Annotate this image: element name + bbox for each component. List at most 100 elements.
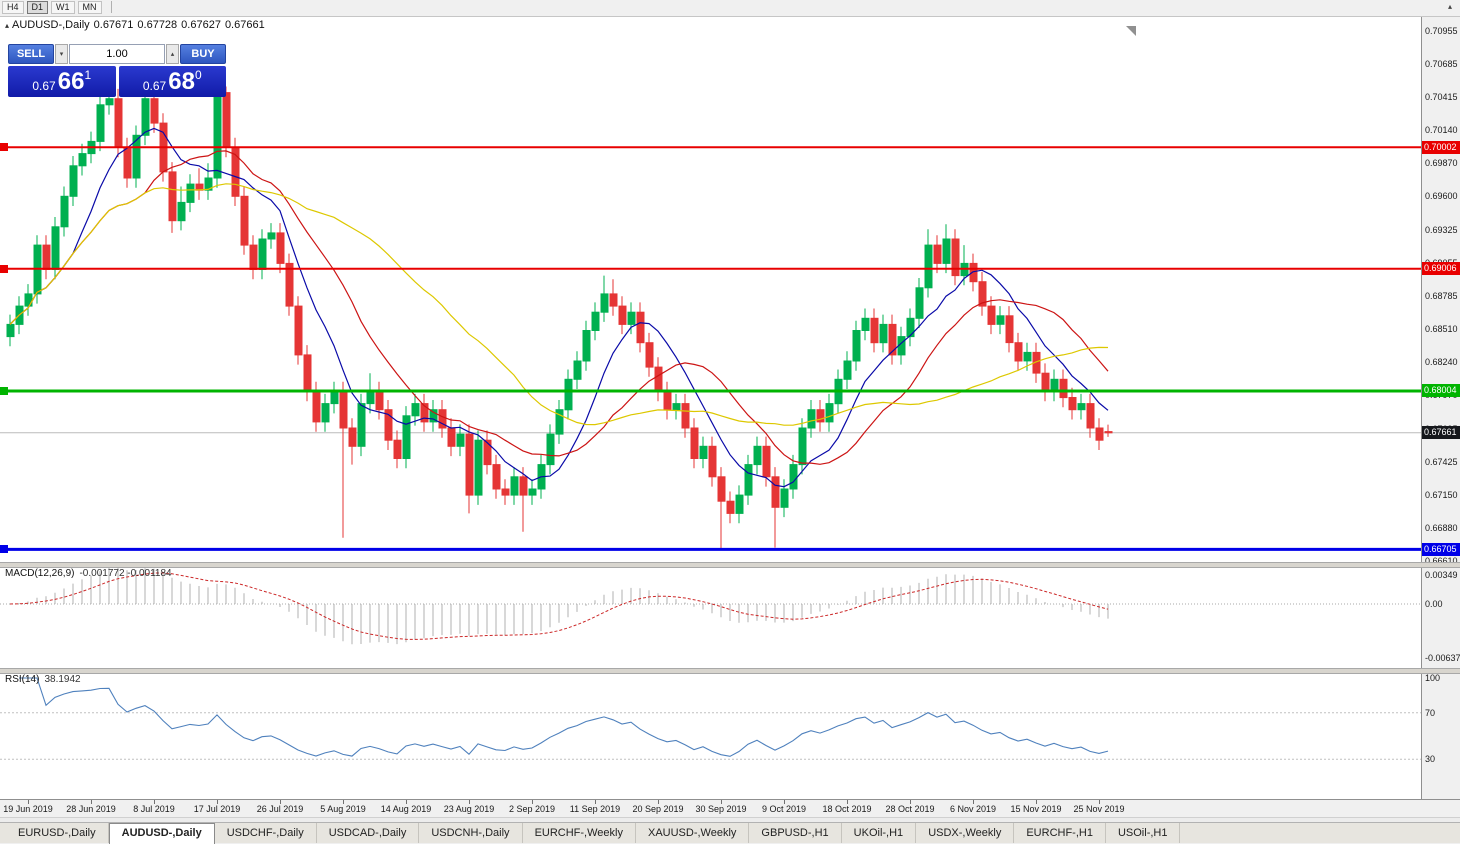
candle[interactable] (402, 406, 411, 469)
candle[interactable] (996, 306, 1005, 335)
candle[interactable] (411, 393, 420, 426)
candle[interactable] (564, 369, 573, 420)
candle[interactable] (501, 479, 510, 505)
candle[interactable] (438, 400, 447, 438)
hline-left-tag[interactable] (0, 387, 8, 395)
candle[interactable] (168, 162, 177, 233)
chart-tab-gbpusd-h1[interactable]: GBPUSD-,H1 (749, 823, 842, 843)
horizontal-scrollbar[interactable] (0, 817, 1460, 822)
candle[interactable] (456, 424, 465, 457)
candle[interactable] (699, 436, 708, 469)
candle[interactable] (366, 373, 375, 414)
candle[interactable] (960, 245, 969, 286)
candle[interactable] (1095, 418, 1104, 450)
candle[interactable] (96, 95, 105, 152)
chart-tab-eurusd-daily[interactable]: EURUSD-,Daily (6, 823, 109, 843)
candle[interactable] (717, 467, 726, 550)
candle[interactable] (807, 400, 816, 438)
buy-price-button[interactable]: 0.67 68 0 (118, 66, 226, 97)
candle[interactable] (672, 393, 681, 420)
candle[interactable] (132, 125, 141, 188)
candle[interactable] (1104, 424, 1113, 437)
candle[interactable] (42, 235, 51, 280)
volume-input[interactable]: 1.00 (69, 44, 165, 64)
candle[interactable] (753, 436, 762, 475)
candle[interactable] (69, 156, 78, 206)
chart-tab-usdchf-daily[interactable]: USDCHF-,Daily (215, 823, 317, 843)
candle[interactable] (312, 381, 321, 432)
panel-splitter[interactable] (0, 668, 1460, 674)
candle[interactable] (1050, 369, 1059, 402)
candle[interactable] (303, 345, 312, 402)
autoscroll-marker-icon[interactable] (1126, 26, 1136, 36)
volume-decrease-button[interactable]: ▾ (55, 44, 68, 64)
candle[interactable] (1041, 363, 1050, 402)
candle[interactable] (321, 393, 330, 432)
candle[interactable] (51, 217, 60, 280)
hline-left-tag[interactable] (0, 265, 8, 273)
candle[interactable] (582, 320, 591, 371)
candle[interactable] (510, 467, 519, 505)
candle[interactable] (915, 278, 924, 328)
candle[interactable] (213, 92, 222, 188)
macd-canvas[interactable] (0, 566, 1421, 668)
date-axis[interactable]: 19 Jun 2019 28 Jun 2019 8 Jul 2019 17 Jul 2… (0, 799, 1460, 817)
candle[interactable] (1086, 393, 1095, 438)
candle[interactable] (267, 223, 276, 249)
sell-button[interactable]: SELL (8, 44, 54, 64)
candle[interactable] (618, 296, 627, 335)
candle[interactable] (492, 454, 501, 499)
candle[interactable] (24, 284, 33, 316)
candle[interactable] (573, 351, 582, 389)
candle[interactable] (384, 400, 393, 450)
chart-tab-usdcnh-daily[interactable]: USDCNH-,Daily (419, 823, 523, 843)
candle[interactable] (888, 314, 897, 365)
candle[interactable] (645, 332, 654, 377)
chart-tab-eurchf-weekly[interactable]: EURCHF-,Weekly (523, 823, 636, 843)
candle[interactable] (726, 491, 735, 524)
collapse-one-click-icon[interactable]: ▴ (5, 21, 10, 30)
candle[interactable] (627, 302, 636, 335)
candle[interactable] (393, 430, 402, 469)
chart-tab-usdcad-daily[interactable]: USDCAD-,Daily (317, 823, 420, 843)
candle[interactable] (663, 381, 672, 420)
candle[interactable] (330, 381, 339, 414)
candle[interactable] (240, 186, 249, 255)
timeframe-button-mn[interactable]: MN (77, 1, 102, 14)
candle[interactable] (780, 479, 789, 518)
candle[interactable] (420, 393, 429, 432)
candle[interactable] (852, 320, 861, 371)
candle[interactable] (870, 308, 879, 353)
candle[interactable] (60, 186, 69, 237)
price-axis[interactable]: 0.70955 0.70685 0.70415 0.70140 0.69870 0.696… (1421, 16, 1460, 799)
candle[interactable] (690, 418, 699, 469)
candle[interactable] (1059, 369, 1068, 408)
chart-tab-usoil-h1[interactable]: USOil-,H1 (1106, 823, 1181, 843)
candle[interactable] (1005, 306, 1014, 353)
rsi-canvas[interactable] (0, 672, 1421, 799)
candle[interactable] (987, 296, 996, 335)
timeframe-button-w1[interactable]: W1 (51, 1, 75, 14)
candle[interactable] (1068, 387, 1077, 420)
candle[interactable] (1014, 332, 1023, 371)
candle[interactable] (942, 224, 951, 274)
toolbar-overflow-icon[interactable]: ▴ (1447, 2, 1452, 11)
candle[interactable] (348, 418, 357, 465)
candle[interactable] (771, 467, 780, 548)
candle[interactable] (78, 143, 87, 176)
sell-price-button[interactable]: 0.67 66 1 (8, 66, 116, 97)
candle[interactable] (276, 223, 285, 274)
timeframe-button-d1[interactable]: D1 (26, 1, 49, 14)
candle[interactable] (474, 430, 483, 505)
candle[interactable] (906, 308, 915, 347)
chart-tab-xauusd-weekly[interactable]: XAUUSD-,Weekly (636, 823, 750, 843)
candle[interactable] (654, 357, 663, 402)
timeframe-button-h4[interactable]: H4 (2, 1, 24, 14)
panel-splitter[interactable] (0, 562, 1460, 568)
hline-left-tag[interactable] (0, 545, 8, 553)
candle[interactable] (762, 436, 771, 487)
candle[interactable] (825, 393, 834, 432)
candle[interactable] (600, 275, 609, 322)
chart-tab-ukoil-h1[interactable]: UKOil-,H1 (842, 823, 917, 843)
candle[interactable] (924, 229, 933, 298)
